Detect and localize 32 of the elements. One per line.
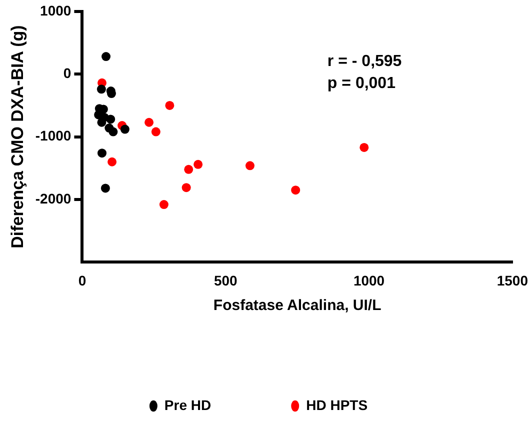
legend-label: Pre HD	[164, 396, 212, 413]
point	[194, 160, 203, 169]
point	[245, 161, 254, 170]
point	[102, 52, 111, 62]
point	[108, 157, 117, 166]
point	[291, 186, 300, 195]
y-axis-title: Diferença CMO DXA-BIA (g)	[8, 25, 27, 248]
point	[360, 142, 369, 152]
point	[159, 200, 168, 210]
legend-label: HD HPTS	[306, 396, 368, 413]
y-tick-label: 1000	[40, 2, 72, 18]
point	[165, 100, 174, 110]
point	[108, 127, 118, 136]
point	[96, 84, 106, 94]
x-tick-label: 500	[214, 272, 238, 288]
y-tick-label: -1000	[35, 128, 72, 144]
point	[182, 183, 191, 192]
point	[144, 118, 154, 127]
x-tick-label: 1000	[353, 272, 385, 288]
y-tick-label: 0	[63, 64, 72, 81]
point	[100, 184, 110, 193]
x-tick-label: 1500	[496, 272, 528, 288]
point	[106, 114, 116, 124]
point	[97, 148, 106, 158]
point	[120, 124, 130, 134]
y-tick-label: -2000	[35, 190, 72, 206]
x-tick-label: 0	[78, 272, 86, 288]
x-axis-title: Fosfatase Alcalina, UI/L	[213, 297, 382, 314]
point	[151, 127, 160, 136]
annotation: p = 0,001	[327, 74, 396, 92]
point	[184, 164, 194, 174]
annotation: r = - 0,595	[327, 52, 402, 70]
